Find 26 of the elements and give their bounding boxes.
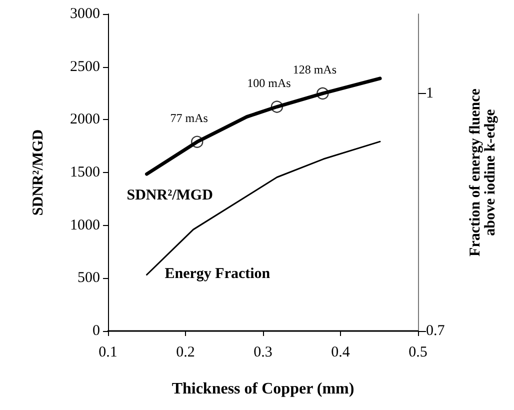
series-label: Energy Fraction — [164, 266, 271, 282]
annotation: 77 mAs — [170, 110, 208, 125]
x-tick-label: 0.1 — [98, 344, 118, 360]
x-tick-label: 0.3 — [254, 344, 272, 360]
y-tick-label: 500 — [78, 270, 100, 286]
y2-tick-label: 1 — [426, 85, 434, 102]
y-tick-label: 0 — [92, 323, 100, 339]
annotation: 100 mAs — [247, 76, 292, 90]
y-tick-label: 2500 — [70, 58, 100, 75]
series-label: SDNR²/MGD — [126, 188, 214, 204]
y2-axis-title: Fraction of energy fluence above iodine k-edge — [468, 88, 498, 256]
point — [191, 136, 204, 148]
y-tick-label: 1000 — [70, 217, 100, 234]
x-tick-label: 0.2 — [176, 344, 195, 360]
x-tick-label: 0.4 — [331, 344, 350, 360]
point — [270, 100, 284, 113]
x-axis-title: Thickness of Copper (mm) — [172, 380, 354, 398]
y-tick-label: 3000 — [70, 6, 100, 22]
y2-tick-label: 0.7 — [426, 323, 446, 339]
y-tick-label: 1500 — [70, 164, 100, 180]
y-axis-title: SDNR²/MGD — [30, 129, 46, 216]
point — [316, 87, 329, 100]
line-series — [145, 76, 382, 176]
annotation: 128 mAs — [292, 62, 337, 76]
x-tick-label: 0.5 — [408, 344, 428, 360]
y-tick-label: 2000 — [70, 112, 100, 128]
